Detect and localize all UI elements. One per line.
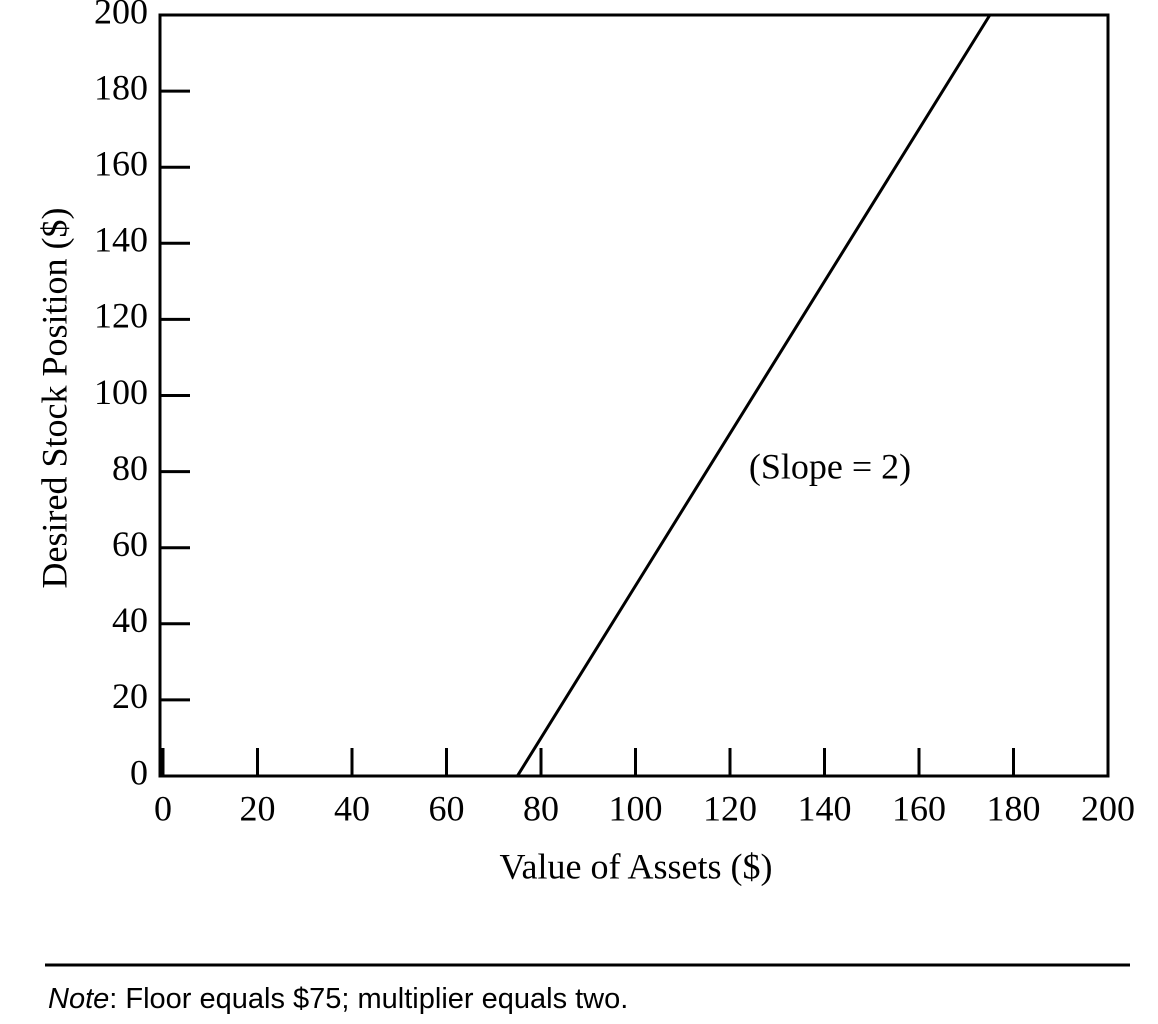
note: Note: Floor equals $75; multiplier equal…	[48, 983, 628, 1015]
x-tick-label: 80	[523, 788, 559, 828]
plot-frame	[158, 13, 1110, 778]
y-tick-label: 120	[94, 296, 148, 336]
y-tick-label: 100	[94, 372, 148, 412]
note-label: Note	[48, 983, 109, 1015]
y-tick-label: 20	[112, 676, 148, 716]
y-tick-label: 180	[94, 67, 148, 107]
x-tick-label: 60	[429, 788, 465, 828]
y-tick-label: 80	[112, 448, 148, 488]
x-tick-label: 160	[892, 788, 946, 828]
x-tick-label: 180	[987, 788, 1041, 828]
y-tick-label: 200	[94, 0, 148, 31]
y-tick-label: 160	[94, 143, 148, 183]
annotation: (Slope = 2)	[749, 446, 911, 486]
y-tick-label: 40	[112, 600, 148, 640]
x-tick-label: 140	[798, 788, 852, 828]
x-tick-label: 120	[703, 788, 757, 828]
x-tick-label: 20	[240, 788, 276, 828]
y-axis-label: Desired Stock Position ($)	[34, 208, 74, 589]
y-tick-label: 60	[112, 524, 148, 564]
x-tick-label: 40	[334, 788, 370, 828]
x-tick-label: 100	[609, 788, 663, 828]
x-tick-label: 200	[1081, 788, 1135, 828]
data-line	[163, 14, 992, 778]
x-axis-label: Value of Assets ($)	[500, 846, 773, 886]
x-tick-label: 0	[154, 788, 172, 828]
note-text: : Floor equals $75; multiplier equals tw…	[109, 983, 628, 1015]
y-tick-label: 0	[130, 752, 148, 792]
y-tick-label: 140	[94, 220, 148, 260]
